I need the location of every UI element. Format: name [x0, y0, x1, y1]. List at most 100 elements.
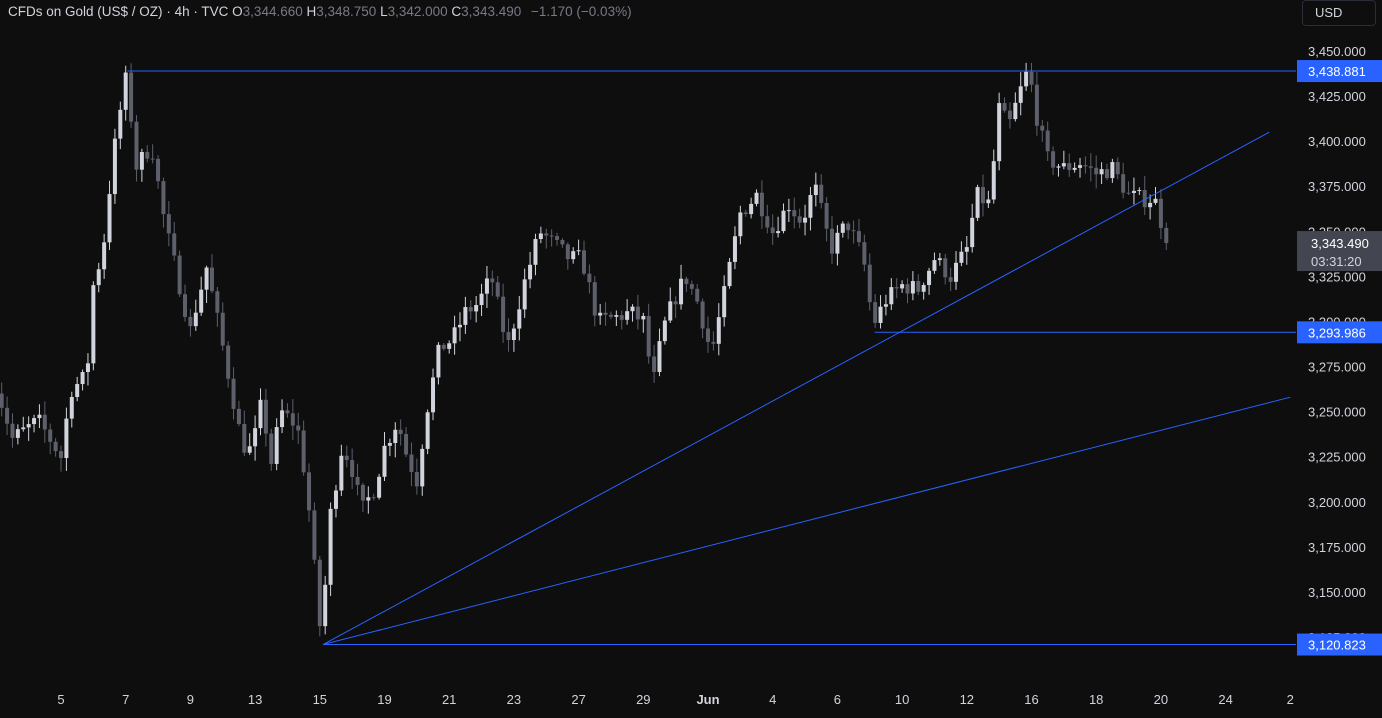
candle[interactable] — [652, 344, 657, 383]
candle[interactable] — [317, 555, 322, 637]
candle[interactable] — [183, 284, 188, 322]
candle[interactable] — [937, 252, 942, 266]
candle[interactable] — [166, 201, 171, 247]
candle[interactable] — [220, 302, 225, 351]
candle[interactable] — [555, 232, 560, 246]
candle[interactable] — [420, 444, 425, 496]
candle[interactable] — [204, 265, 209, 304]
candle[interactable] — [123, 65, 128, 121]
candle[interactable] — [781, 203, 786, 234]
candle[interactable] — [700, 298, 705, 339]
candle[interactable] — [452, 315, 457, 355]
candle[interactable] — [528, 251, 533, 289]
candle[interactable] — [226, 341, 231, 388]
candle[interactable] — [69, 391, 74, 428]
candle[interactable] — [830, 216, 835, 264]
candle[interactable] — [37, 404, 42, 429]
candle[interactable] — [878, 295, 883, 329]
candle[interactable] — [280, 399, 285, 434]
candle[interactable] — [258, 388, 263, 436]
candle[interactable] — [501, 283, 506, 343]
candle[interactable] — [290, 399, 295, 440]
candle[interactable] — [932, 252, 937, 274]
candle[interactable] — [635, 294, 640, 330]
candle[interactable] — [646, 303, 651, 364]
candle[interactable] — [26, 416, 31, 441]
candle[interactable] — [387, 438, 392, 457]
candle[interactable] — [792, 197, 797, 229]
candle[interactable] — [1078, 157, 1083, 178]
candle[interactable] — [1142, 175, 1147, 215]
candle[interactable] — [581, 240, 586, 276]
candle[interactable] — [1099, 162, 1104, 185]
candle[interactable] — [571, 247, 576, 264]
candle[interactable] — [706, 316, 710, 353]
candle[interactable] — [161, 177, 166, 228]
candle[interactable] — [921, 282, 926, 300]
candle[interactable] — [393, 422, 398, 458]
candle[interactable] — [474, 296, 479, 323]
candle[interactable] — [846, 221, 851, 240]
candle[interactable] — [711, 331, 716, 351]
last-price-label[interactable]: 3,343.490 03:31:20 — [1297, 231, 1382, 272]
candle[interactable] — [1013, 92, 1018, 122]
candle[interactable] — [1056, 164, 1061, 177]
candle[interactable] — [1061, 150, 1066, 170]
candle[interactable] — [964, 236, 969, 265]
candle[interactable] — [85, 353, 90, 386]
candle[interactable] — [188, 308, 193, 337]
candle[interactable] — [215, 287, 220, 327]
candle[interactable] — [689, 280, 694, 295]
candle[interactable] — [199, 276, 204, 316]
candle[interactable] — [242, 410, 247, 457]
candle[interactable] — [533, 233, 538, 276]
candle[interactable] — [506, 318, 511, 352]
candle[interactable] — [1040, 120, 1045, 142]
candle[interactable] — [1126, 181, 1131, 195]
candle[interactable] — [274, 418, 279, 471]
candle[interactable] — [851, 220, 856, 244]
candle[interactable] — [1088, 153, 1093, 182]
candle[interactable] — [894, 278, 899, 299]
candle[interactable] — [905, 278, 910, 304]
candle[interactable] — [339, 444, 344, 496]
candle[interactable] — [404, 426, 409, 458]
candle[interactable] — [312, 502, 317, 564]
candle[interactable] — [59, 445, 63, 472]
candle[interactable] — [598, 304, 603, 325]
candle[interactable] — [797, 208, 802, 229]
candle[interactable] — [538, 226, 543, 244]
candle[interactable] — [565, 242, 570, 270]
candle[interactable] — [980, 174, 985, 217]
candle[interactable] — [150, 144, 155, 164]
candle[interactable] — [1018, 72, 1023, 116]
candle[interactable] — [350, 448, 355, 490]
candle[interactable] — [156, 155, 161, 189]
candle[interactable] — [614, 310, 619, 326]
candle[interactable] — [1067, 153, 1072, 178]
candle[interactable] — [867, 253, 872, 311]
candle[interactable] — [673, 296, 678, 318]
candle[interactable] — [1024, 62, 1029, 91]
candle[interactable] — [743, 209, 748, 217]
candle[interactable] — [765, 204, 770, 234]
candle[interactable] — [873, 294, 878, 328]
candle[interactable] — [414, 458, 419, 495]
price-label-support[interactable]: 3,293.986 — [1297, 321, 1382, 344]
candle[interactable] — [592, 276, 597, 327]
candle[interactable] — [468, 300, 473, 320]
candle[interactable] — [21, 416, 26, 432]
currency-button[interactable]: USD — [1302, 0, 1376, 26]
candle[interactable] — [247, 433, 252, 455]
candle[interactable] — [619, 310, 624, 330]
candle[interactable] — [5, 396, 10, 436]
candle[interactable] — [355, 463, 360, 496]
candle[interactable] — [738, 205, 743, 245]
candle[interactable] — [813, 172, 818, 207]
candle[interactable] — [732, 226, 737, 270]
candle[interactable] — [436, 342, 441, 385]
candle[interactable] — [134, 114, 139, 182]
candle[interactable] — [722, 275, 727, 327]
candle[interactable] — [75, 376, 80, 402]
candle[interactable] — [360, 482, 365, 512]
